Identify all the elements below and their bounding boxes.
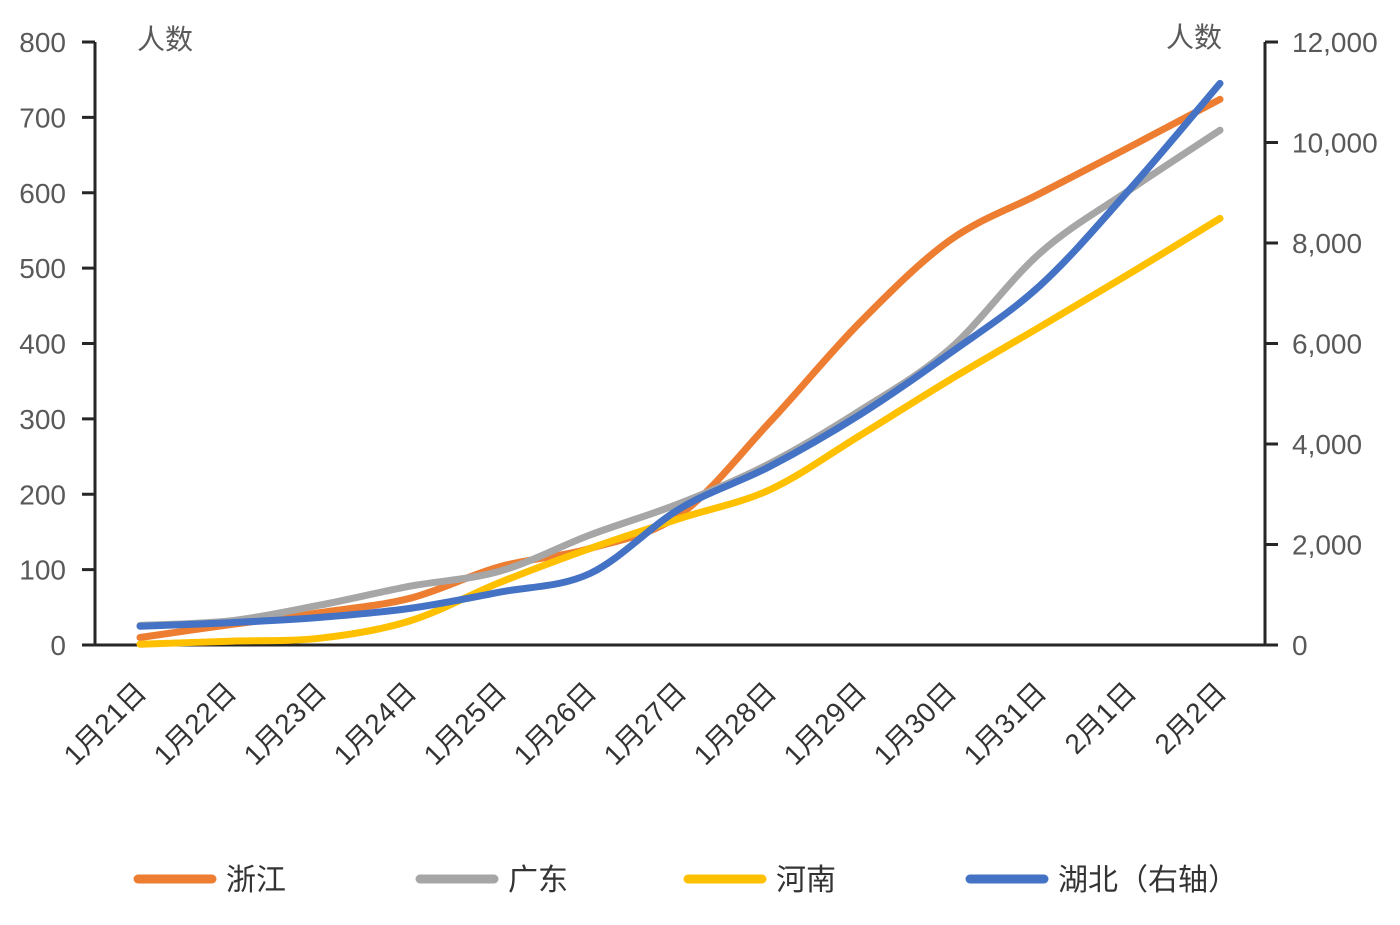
series-line-浙江 <box>136 95 1224 641</box>
x-axis-label: 1月24日 <box>328 676 423 771</box>
legend: 浙江 广东 河南 湖北（右轴） <box>133 864 1238 897</box>
left-axis-tick-label: 300 <box>19 404 66 435</box>
x-axis-label: 1月30日 <box>868 676 963 771</box>
right-axis-tick-label: 0 <box>1292 630 1308 661</box>
legend-item-label: 浙江 <box>226 864 286 897</box>
legend-item-label: 广东 <box>508 864 568 897</box>
right-axis-tick-label: 6,000 <box>1292 329 1362 360</box>
right-axis-tick-label: 12,000 <box>1292 27 1378 58</box>
series-line-湖北（右轴） <box>136 79 1224 630</box>
legend-item: 浙江 <box>133 864 286 897</box>
legend-item: 广东 <box>415 864 568 897</box>
legend-item-label: 河南 <box>776 864 836 897</box>
x-axis-label: 1月29日 <box>778 676 873 771</box>
legend-item: 河南 <box>683 864 836 897</box>
right-axis-tick-label: 10,000 <box>1292 128 1378 159</box>
series-line-河南 <box>136 214 1224 648</box>
right-axis-tick-label: 2,000 <box>1292 530 1362 561</box>
x-axis-label: 1月26日 <box>508 676 603 771</box>
x-axis-label: 1月31日 <box>958 676 1053 771</box>
x-axis-label: 2月2日 <box>1149 676 1233 760</box>
axes: 0 100 200 300 400 500 600 700 800 0 2,000 4,000 6,00… <box>19 27 1377 661</box>
legend-item-label: 湖北（右轴） <box>1058 864 1238 897</box>
series-lines <box>136 79 1224 648</box>
left-axis-tick-label: 700 <box>19 102 66 133</box>
x-axis-label: 1月28日 <box>688 676 783 771</box>
series-line-广东 <box>136 126 1224 629</box>
right-axis-tick-label: 8,000 <box>1292 228 1362 259</box>
left-axis-tick-label: 600 <box>19 178 66 209</box>
left-axis-tick-label: 400 <box>19 329 66 360</box>
left-axis-tick-label: 800 <box>19 27 66 58</box>
left-axis-tick-label: 0 <box>50 630 66 661</box>
x-axis-labels: 1月21日1月22日1月23日1月24日1月25日1月26日1月27日1月28日… <box>58 676 1233 771</box>
right-axis-title: 人数 <box>1166 22 1222 53</box>
x-axis-label: 1月23日 <box>238 676 333 771</box>
x-axis-label: 1月22日 <box>148 676 243 771</box>
x-axis-label: 1月25日 <box>418 676 513 771</box>
x-axis-label: 2月1日 <box>1059 676 1143 760</box>
left-axis-tick-label: 200 <box>19 479 66 510</box>
legend-item: 湖北（右轴） <box>965 864 1238 897</box>
right-axis-tick-label: 4,000 <box>1292 429 1362 460</box>
x-axis-label: 1月21日 <box>58 676 153 771</box>
x-axis-label: 1月27日 <box>598 676 693 771</box>
left-axis-title: 人数 <box>137 24 193 55</box>
left-axis-tick-label: 500 <box>19 253 66 284</box>
left-axis-tick-label: 100 <box>19 555 66 586</box>
